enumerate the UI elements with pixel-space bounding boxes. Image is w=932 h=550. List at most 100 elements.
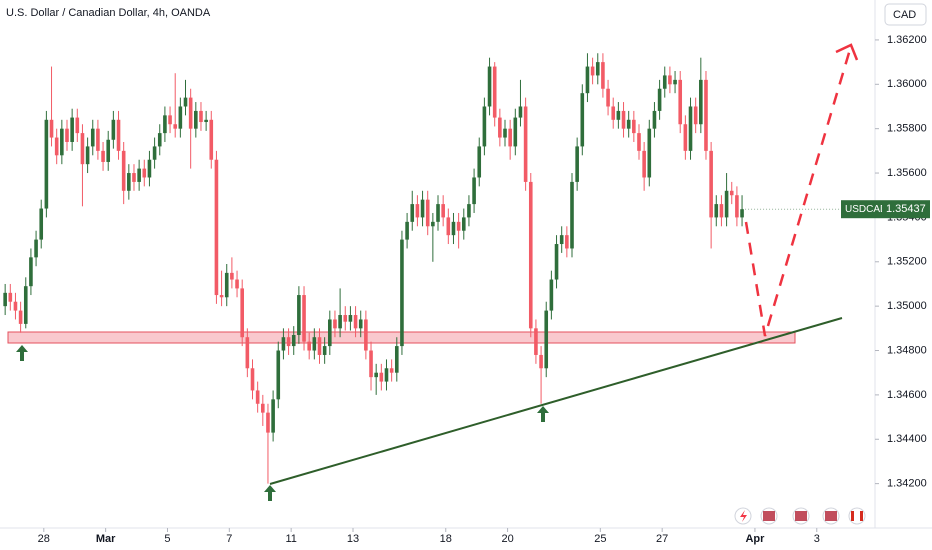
candle-body — [384, 368, 389, 382]
candle-body — [621, 110, 626, 129]
candle-body — [668, 75, 672, 85]
candle-body — [137, 168, 141, 182]
candle-body — [85, 146, 90, 165]
candle-body — [297, 295, 301, 335]
candle-body — [590, 66, 595, 76]
candle-body — [451, 221, 456, 236]
candle-body — [729, 190, 734, 196]
x-tick-label: 7 — [226, 533, 232, 545]
candle-body — [389, 368, 394, 373]
candle-body — [245, 337, 250, 369]
candle-body — [513, 117, 518, 147]
y-tick-label: 1.36000 — [887, 78, 927, 90]
candle-body — [492, 66, 497, 118]
candle-body — [307, 341, 311, 351]
candle-body — [348, 315, 353, 322]
candle-body — [250, 368, 255, 391]
x-tick-label: 11 — [285, 533, 296, 545]
candle-body — [487, 66, 492, 107]
candle-body — [152, 146, 157, 160]
x-tick-label: 25 — [594, 533, 606, 545]
candle-body — [281, 337, 286, 351]
candle-body — [116, 119, 121, 151]
trend-line — [269, 317, 843, 485]
candle-body — [266, 412, 270, 433]
y-tick-label: 1.35800 — [887, 123, 927, 135]
candle-body — [142, 168, 147, 178]
candle-body — [23, 286, 28, 324]
candle-body — [173, 124, 178, 129]
candle-body — [688, 106, 693, 151]
flag-us — [763, 511, 775, 521]
candle-body — [49, 119, 54, 138]
candle-body — [549, 279, 554, 311]
y-tick-label: 1.34200 — [887, 478, 927, 490]
candle-body — [632, 119, 636, 134]
candle-body — [13, 301, 18, 311]
candle-body — [539, 354, 543, 369]
candle-body — [188, 97, 193, 129]
candle-body — [286, 337, 291, 347]
candle-body — [528, 181, 533, 329]
candle-body — [704, 79, 708, 151]
x-tick-label: Apr — [745, 533, 765, 545]
candle-body — [559, 235, 564, 245]
candle-body — [70, 117, 74, 142]
candle-body — [44, 119, 49, 209]
x-tick-label: 27 — [656, 533, 668, 545]
candle-body — [683, 124, 688, 151]
x-tick-label: 5 — [164, 533, 170, 545]
currency-button[interactable] — [884, 3, 927, 26]
last-price-label: 1.35437 — [886, 203, 926, 215]
y-tick-label: 1.36200 — [887, 34, 927, 46]
candle-body — [96, 128, 100, 151]
candle-body — [29, 257, 33, 287]
candle-body — [420, 199, 425, 218]
candle-body — [642, 150, 646, 178]
chart-title: U.S. Dollar / Canadian Dollar, 4h, OANDA — [6, 7, 211, 19]
candle-body — [147, 159, 152, 178]
candle-body — [410, 204, 415, 222]
event-icons — [734, 507, 866, 525]
candle-body — [163, 115, 167, 134]
candle-body — [611, 106, 616, 120]
candle-body — [60, 128, 64, 156]
projection-arrowhead — [835, 43, 859, 61]
candle-body — [606, 88, 610, 107]
last-price-bg — [882, 200, 930, 219]
candle-body — [508, 128, 512, 147]
candle-body — [240, 288, 245, 338]
candle-body — [441, 204, 445, 218]
x-tick-label: 28 — [38, 533, 50, 545]
candle-body — [183, 97, 188, 107]
candle-body — [39, 208, 44, 240]
candle-body — [740, 209, 744, 218]
candle-body — [544, 310, 549, 369]
candle-body — [580, 93, 585, 147]
candle-body — [204, 119, 208, 123]
candle-body — [34, 239, 38, 258]
candle-body — [219, 295, 224, 298]
candle-body — [54, 137, 59, 156]
candle-body — [374, 372, 378, 378]
candle-body — [3, 292, 7, 307]
flag-us — [825, 511, 837, 521]
candle-body — [518, 106, 523, 118]
candle-body — [111, 119, 116, 140]
x-tick-label: 3 — [814, 533, 820, 545]
candle-body — [75, 117, 80, 134]
candle-body — [400, 239, 404, 347]
candle-body — [652, 110, 657, 129]
candle-body — [261, 403, 265, 413]
candle-body — [498, 117, 502, 138]
candle-body — [662, 75, 667, 89]
candle-body — [90, 128, 95, 147]
candle-body — [461, 217, 466, 231]
candle-body — [570, 181, 574, 249]
candle-body — [585, 66, 590, 94]
candle-body — [503, 128, 507, 138]
candle-body — [446, 217, 451, 236]
currency-label[interactable]: CAD — [893, 9, 916, 21]
candle-body — [699, 79, 703, 125]
